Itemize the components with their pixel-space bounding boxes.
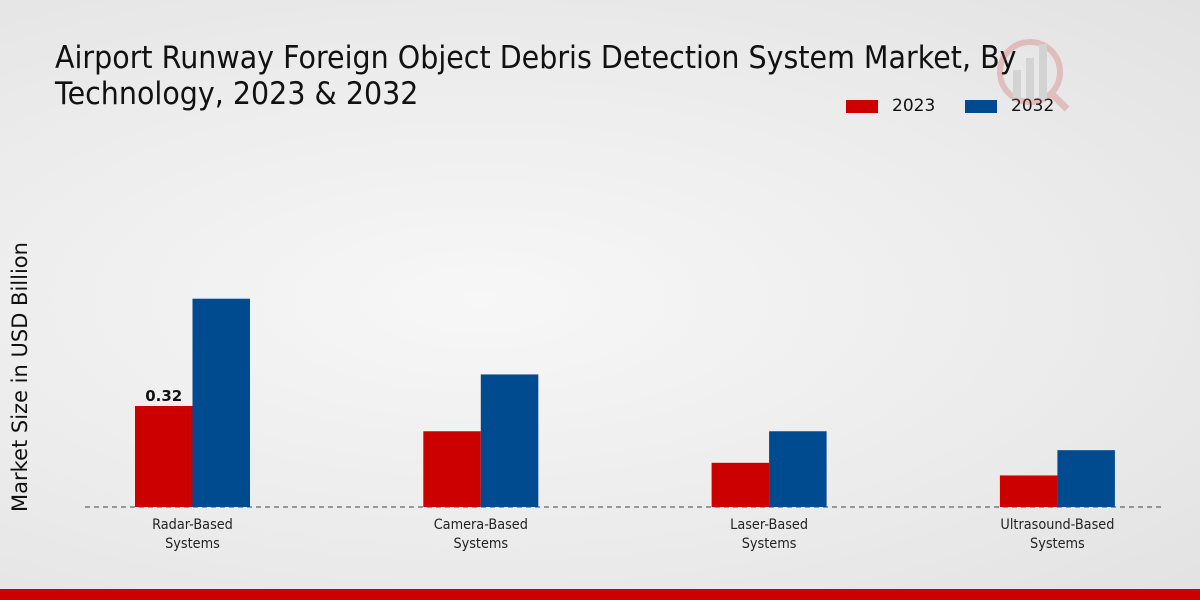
x-tick-label: Camera-Based bbox=[434, 518, 528, 534]
legend-item-2032: 2032 bbox=[965, 96, 1054, 116]
legend-swatch-2023 bbox=[846, 99, 878, 113]
chart-title: Airport Runway Foreign Object Debris Det… bbox=[55, 40, 1017, 112]
legend-label: 2032 bbox=[1011, 96, 1055, 116]
x-tick-label: Systems bbox=[453, 537, 508, 553]
bar-2023-0 bbox=[135, 406, 193, 507]
bar-2023-2 bbox=[711, 462, 770, 507]
legend-swatch-2032 bbox=[965, 99, 997, 113]
x-tick-label: Laser-Based bbox=[730, 518, 808, 534]
x-tick-label: Systems bbox=[1030, 537, 1085, 553]
footer-bar bbox=[0, 589, 1200, 600]
bar-2032-0 bbox=[192, 298, 250, 507]
bar-2032-2 bbox=[769, 431, 827, 507]
legend-label: 2023 bbox=[892, 96, 936, 116]
bar-2032-3 bbox=[1057, 450, 1115, 507]
bar-2023-3 bbox=[999, 475, 1058, 507]
legend-item-2023: 2023 bbox=[846, 96, 935, 116]
x-tick-label: Ultrasound-Based bbox=[1000, 518, 1114, 534]
data-label: 0.32 bbox=[145, 387, 182, 405]
x-tick-label: Systems bbox=[165, 537, 220, 553]
x-tick-label: Systems bbox=[742, 537, 797, 553]
bar-2032-1 bbox=[480, 374, 539, 507]
x-tick-label: Radar-Based bbox=[152, 518, 233, 534]
bar-2023-1 bbox=[423, 431, 481, 507]
watermark-logo bbox=[997, 39, 1070, 112]
